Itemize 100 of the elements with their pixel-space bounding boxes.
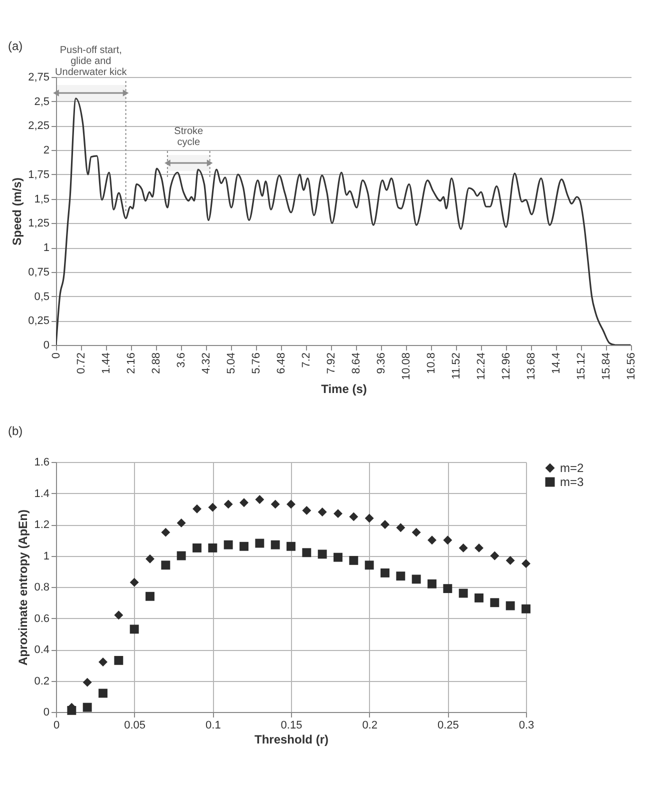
- y-tick-label: 1.4: [34, 488, 50, 500]
- legend-label: m=3: [560, 475, 584, 489]
- x-tick-label: 5.04: [226, 352, 238, 374]
- point: [114, 610, 124, 620]
- point: [176, 551, 186, 560]
- point: [380, 520, 390, 529]
- x-tick-label: 2.16: [126, 352, 138, 374]
- y-axis-title: Aproximate entropy (ApEn): [16, 509, 30, 666]
- x-tick-label: 0.2: [362, 720, 378, 732]
- point: [240, 498, 248, 508]
- x-tick-label: 6.48: [276, 352, 288, 374]
- point: [130, 578, 139, 587]
- point: [302, 548, 312, 558]
- y-tick-label: 0: [43, 706, 50, 718]
- point: [224, 500, 233, 509]
- y-tick-label: 2,75: [28, 72, 50, 84]
- y-tick-label: 2: [43, 144, 50, 157]
- x-tick-label: 7.2: [300, 352, 312, 368]
- y-tick-label: 1,5: [34, 193, 50, 206]
- point: [208, 502, 218, 512]
- point: [412, 528, 421, 537]
- x-tick-label: 4.32: [200, 352, 212, 374]
- x-tick-label: 0: [50, 352, 62, 359]
- x-tick-label: 2.88: [150, 352, 162, 374]
- point: [334, 509, 342, 518]
- x-axis-title: Threshold (r): [254, 732, 328, 746]
- point: [412, 574, 421, 584]
- x-tick-label: 7.92: [326, 352, 338, 374]
- point: [255, 495, 264, 504]
- x-tick-label: 16.56: [626, 352, 638, 380]
- x-tick-label: 10.8: [426, 352, 438, 374]
- y-tick-label: 0.2: [34, 675, 50, 688]
- x-tick-label: 11.52: [450, 352, 462, 380]
- x-tick-label: 15.12: [576, 352, 588, 380]
- x-tick-label: 13.68: [526, 352, 538, 380]
- x-tick-label: 0: [53, 720, 60, 732]
- point: [364, 514, 374, 523]
- point: [208, 543, 218, 552]
- point: [192, 543, 202, 552]
- y-tick-label: 0,25: [28, 315, 50, 328]
- band-label: Stroke cycle: [174, 126, 204, 148]
- text: (b): [8, 424, 23, 438]
- point: [522, 559, 530, 568]
- x-tick-label: 15.84: [600, 352, 612, 380]
- point: [240, 542, 248, 551]
- point: [82, 678, 92, 687]
- point: [349, 556, 358, 565]
- point: [98, 688, 108, 698]
- x-tick-label: 0.15: [280, 720, 302, 732]
- x-tick-label: 1.44: [100, 352, 112, 374]
- point: [270, 500, 280, 509]
- point: [506, 556, 515, 565]
- y-tick-label: 2,5: [34, 96, 50, 108]
- y-tick-label: 0.8: [34, 582, 50, 594]
- legend-label: m=2: [560, 461, 584, 475]
- x-tick-label: 0.25: [437, 720, 459, 732]
- y-tick-label: 0,75: [28, 266, 50, 278]
- point: [474, 593, 484, 602]
- x-tick-label: 12.24: [476, 352, 488, 380]
- text: (a): [8, 39, 23, 53]
- point: [428, 579, 436, 588]
- point: [82, 702, 92, 712]
- x-axis-title: Time (s): [321, 382, 367, 396]
- x-tick-label: 0.3: [518, 720, 534, 732]
- point: [192, 504, 202, 514]
- point: [114, 656, 124, 665]
- point: [130, 624, 139, 634]
- point: [146, 592, 154, 601]
- y-tick-label: 2,25: [28, 120, 50, 132]
- point: [428, 536, 436, 545]
- x-tick-label: 5.76: [250, 352, 262, 374]
- point: [334, 552, 342, 562]
- x-tick-label: 14.4: [550, 352, 562, 374]
- point: [318, 508, 327, 516]
- x-tick-label: 0.72: [76, 352, 88, 374]
- band-label: Push-off start, glide and Underwater kick: [55, 45, 128, 78]
- point: [270, 540, 280, 550]
- point: [224, 540, 233, 550]
- point: [318, 550, 327, 559]
- point: [286, 542, 296, 551]
- point: [522, 604, 530, 614]
- y-tick-label: 1: [43, 242, 50, 254]
- point: [364, 560, 374, 570]
- point: [302, 506, 312, 515]
- point: [458, 588, 468, 598]
- point: [176, 518, 186, 528]
- point: [490, 551, 500, 560]
- y-tick-label: 1,75: [28, 168, 50, 181]
- point: [490, 598, 500, 608]
- point: [458, 543, 468, 552]
- point: [146, 554, 154, 564]
- point: [98, 658, 108, 666]
- point: [286, 500, 296, 509]
- point: [161, 560, 170, 570]
- y-tick-label: 0,5: [34, 290, 50, 303]
- y-tick-label: 0.6: [34, 612, 50, 625]
- x-tick-label: 12.96: [500, 352, 512, 380]
- point: [443, 536, 452, 545]
- y-tick-label: 1.6: [34, 456, 50, 468]
- point: [506, 601, 515, 610]
